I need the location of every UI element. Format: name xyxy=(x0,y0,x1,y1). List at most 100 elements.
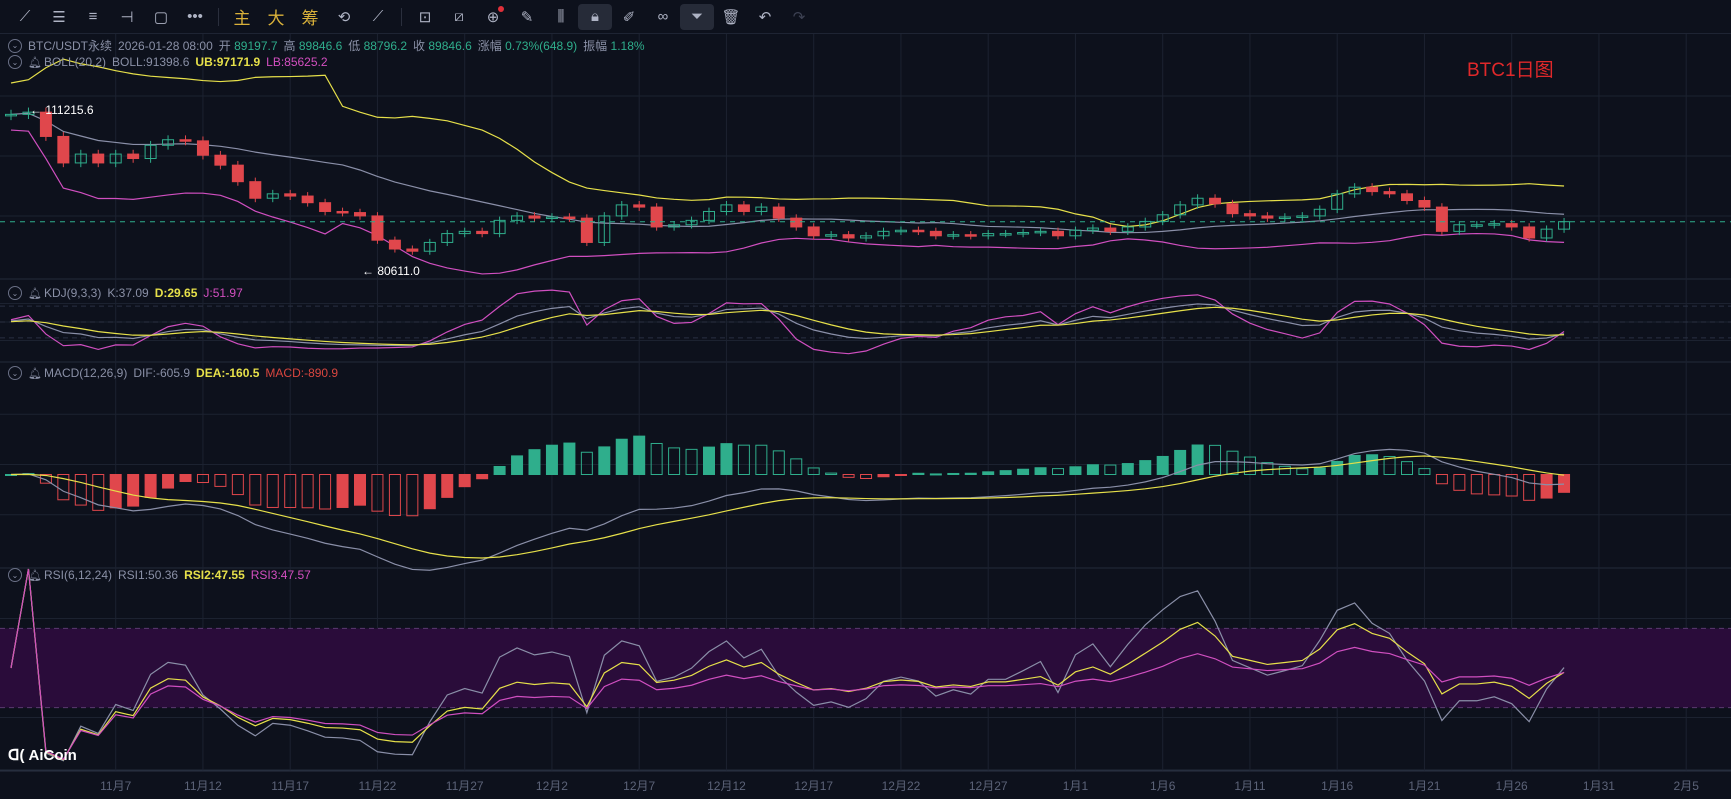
collapse-icon[interactable]: ⌄ xyxy=(8,286,22,300)
candle-body xyxy=(266,193,279,199)
macd-histogram-bar xyxy=(196,474,209,484)
macd-dif-line xyxy=(10,448,1565,571)
low-value: 88796.2 xyxy=(363,39,408,53)
candle-body xyxy=(301,195,314,204)
candle-body xyxy=(458,230,471,235)
high-value: 89846.6 xyxy=(298,39,343,53)
toolbar-separator xyxy=(401,7,402,26)
fib-lines-icon[interactable]: ≡ xyxy=(88,8,98,25)
candle-body xyxy=(598,215,611,243)
candle-body xyxy=(476,230,489,235)
magnet-icon[interactable]: ⟋ xyxy=(372,8,384,25)
high-annotation: ← 111215.6 xyxy=(30,103,94,117)
collapse-icon[interactable]: ⌄ xyxy=(8,366,22,380)
macd-histogram-bar xyxy=(1540,474,1553,499)
boll-upper-line xyxy=(10,58,1565,228)
boll-mid: BOLL:91398.6 xyxy=(112,55,190,69)
macd-value: MACD:-890.9 xyxy=(265,366,339,380)
macd-histogram-bar xyxy=(528,449,541,476)
rectangle-icon[interactable]: ▢ xyxy=(153,8,169,26)
redo-icon[interactable]: ↷ xyxy=(792,8,806,26)
candle-body xyxy=(423,241,436,252)
more-icon[interactable]: ••• xyxy=(187,8,203,25)
link-icon[interactable]: ∞ xyxy=(657,8,669,25)
kdj-k: K:37.09 xyxy=(107,286,149,300)
candle-style-icon[interactable]: ⫼ xyxy=(557,8,565,25)
macd-histogram-bar xyxy=(1121,463,1134,476)
horizontal-line-icon[interactable]: ⊣ xyxy=(120,8,134,26)
kline-chart[interactable]: 11月7 11月12 11月17 11月22 11月27 12月2 12月7 12月12 12月… xyxy=(0,34,1731,799)
x-axis-label: 1月16 xyxy=(1321,779,1353,793)
macd-name[interactable]: MACD(12,26,9) xyxy=(43,366,128,380)
x-axis-label: 1月6 xyxy=(1150,779,1176,793)
candle-body xyxy=(127,153,140,160)
candle-body xyxy=(92,153,105,164)
pen-icon[interactable]: ✎ xyxy=(520,8,534,26)
change-label: 涨幅 xyxy=(477,39,502,53)
candle-body xyxy=(1523,226,1536,239)
candle-body xyxy=(1488,223,1501,226)
macd-histogram-bar xyxy=(1348,454,1361,476)
x-axis-label: 11月17 xyxy=(271,779,309,793)
macd-histogram-bar xyxy=(458,474,471,488)
main-indicator-button[interactable]: 主 xyxy=(233,9,251,28)
undo-icon[interactable]: ↶ xyxy=(758,8,772,26)
candle-body xyxy=(354,212,366,217)
rsi-band xyxy=(0,628,1731,708)
x-axis-label: 1月11 xyxy=(1234,779,1265,793)
macd-histogram-bar xyxy=(1331,460,1344,476)
collapse-icon[interactable]: ⌄ xyxy=(8,55,22,69)
candle-body xyxy=(912,229,925,233)
x-axis-label: 1月26 xyxy=(1496,779,1528,793)
close-value: 89846.6 xyxy=(428,39,472,53)
macd-histogram-bar xyxy=(1174,449,1187,476)
chips-button[interactable]: 筹 xyxy=(301,9,319,28)
macd-histogram-bar xyxy=(1470,474,1483,495)
filter-icon[interactable]: ⏷ xyxy=(680,3,714,30)
kdj-j: J:51.97 xyxy=(203,286,243,300)
bell-icon[interactable]: 🔔︎ xyxy=(28,569,42,582)
sync-drawing-icon[interactable]: ⟲ xyxy=(337,8,351,26)
ruler-icon[interactable]: ⧄ xyxy=(454,8,464,25)
boll-name[interactable]: BOLL(20,2) xyxy=(43,55,107,69)
zoom-icon[interactable]: ⊕ xyxy=(476,4,510,30)
logo-icon: ᗡ( xyxy=(8,747,25,764)
candle-body xyxy=(493,219,506,235)
collapse-icon[interactable]: ⌄ xyxy=(8,38,22,53)
x-axis-label: 11月12 xyxy=(184,779,222,793)
candle-body xyxy=(685,219,698,226)
macd-histogram-bar xyxy=(1017,468,1030,475)
bell-icon[interactable]: 🔔︎ xyxy=(28,56,42,69)
candle-body xyxy=(1278,216,1291,220)
aicoin-logo: ᗡ(AiCoin xyxy=(8,746,77,765)
candle-body xyxy=(947,234,960,237)
macd-histogram-bar xyxy=(668,447,681,475)
macd-histogram-bar xyxy=(842,474,855,478)
macd-histogram-bar xyxy=(1191,444,1204,475)
macd-histogram-bar xyxy=(1313,467,1326,476)
candle-body xyxy=(528,215,541,219)
bell-icon[interactable]: 🔔︎ xyxy=(28,367,42,380)
collapse-icon[interactable]: ⌄ xyxy=(8,568,22,582)
candle-body xyxy=(650,206,663,228)
parallel-lines-icon[interactable]: ☰ xyxy=(52,8,66,26)
candle-body xyxy=(668,224,681,228)
macd-histogram-bar xyxy=(74,474,87,506)
lock-icon[interactable]: 🔒︎ xyxy=(578,3,612,30)
price-legend: ⌄ BTC/USDT永续 2026-01-28 08:00 开 89197.7 … xyxy=(8,37,645,54)
macd-histogram-bar xyxy=(1296,468,1309,475)
candle-body xyxy=(319,202,332,212)
note-icon[interactable]: ✐ xyxy=(622,8,636,26)
bookmark-icon[interactable]: ⊡ xyxy=(418,8,432,26)
trash-icon[interactable]: 🗑︎ xyxy=(721,8,741,26)
rsi-name[interactable]: RSI(6,12,24) xyxy=(43,568,113,582)
trend-line-icon[interactable]: ⟋ xyxy=(19,8,31,25)
notification-dot xyxy=(498,5,504,12)
boll-lower-line xyxy=(10,129,1565,275)
macd-histogram-bar xyxy=(615,438,628,475)
candle-body xyxy=(162,139,175,146)
bell-icon[interactable]: 🔔︎ xyxy=(28,287,42,300)
macd-histogram-bar xyxy=(511,455,524,475)
large-button[interactable]: 大 xyxy=(267,9,285,28)
kdj-name[interactable]: KDJ(9,3,3) xyxy=(43,286,102,300)
